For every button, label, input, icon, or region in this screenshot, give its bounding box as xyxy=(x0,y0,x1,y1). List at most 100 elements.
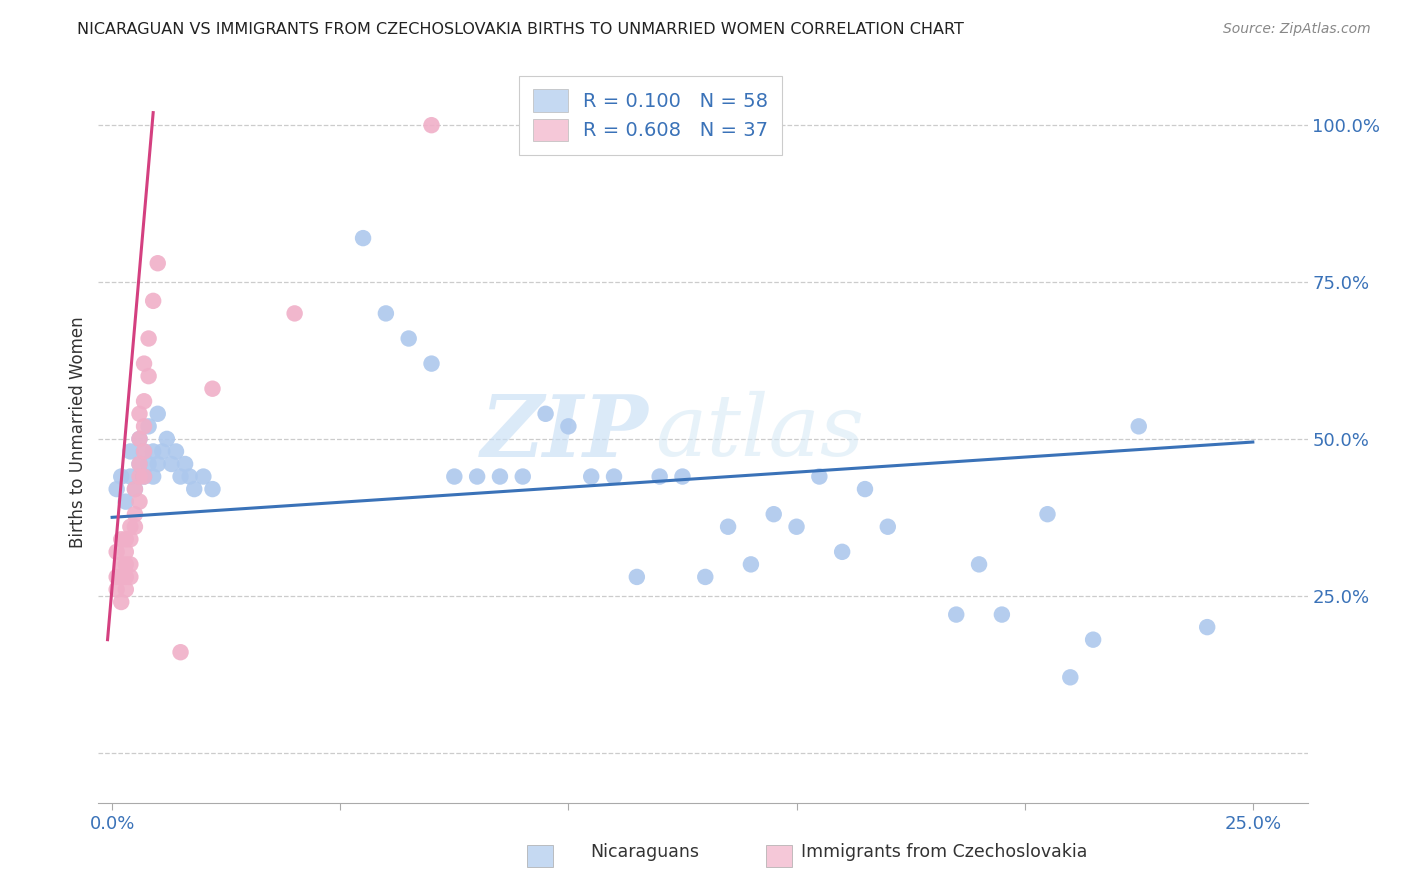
Point xyxy=(557,419,579,434)
Point xyxy=(114,558,136,572)
Point xyxy=(165,444,187,458)
Point xyxy=(120,558,142,572)
Point xyxy=(374,306,396,320)
Point xyxy=(160,457,183,471)
Point xyxy=(132,469,155,483)
Point xyxy=(671,469,693,483)
Point xyxy=(169,645,191,659)
Point xyxy=(831,545,853,559)
Text: NICARAGUAN VS IMMIGRANTS FROM CZECHOSLOVAKIA BIRTHS TO UNMARRIED WOMEN CORRELATI: NICARAGUAN VS IMMIGRANTS FROM CZECHOSLOV… xyxy=(77,22,965,37)
Point xyxy=(124,507,146,521)
Point xyxy=(120,533,142,547)
Point xyxy=(1197,620,1219,634)
Point xyxy=(120,469,142,483)
Point xyxy=(876,520,898,534)
Point xyxy=(579,469,602,483)
Point xyxy=(124,482,146,496)
Point xyxy=(110,595,132,609)
Point xyxy=(146,256,169,270)
Point xyxy=(420,357,443,371)
Point xyxy=(120,520,142,534)
Point xyxy=(132,444,155,458)
Point xyxy=(124,520,146,534)
Point xyxy=(132,357,155,371)
Point xyxy=(179,469,201,483)
Point xyxy=(174,457,197,471)
Point xyxy=(201,482,224,496)
Point xyxy=(967,558,990,572)
Point xyxy=(201,382,224,396)
Point xyxy=(128,407,150,421)
Point xyxy=(128,469,150,483)
Point xyxy=(717,520,740,534)
Point xyxy=(105,570,128,584)
Point xyxy=(420,118,443,132)
Y-axis label: Births to Unmarried Women: Births to Unmarried Women xyxy=(69,317,87,549)
Point xyxy=(124,482,146,496)
Point xyxy=(626,570,648,584)
Point xyxy=(648,469,671,483)
Point xyxy=(110,469,132,483)
Point xyxy=(695,570,717,584)
Point xyxy=(138,457,160,471)
Text: ZIP: ZIP xyxy=(481,391,648,475)
Point xyxy=(740,558,762,572)
Point xyxy=(110,533,132,547)
Point xyxy=(1128,419,1150,434)
Point xyxy=(352,231,374,245)
Point xyxy=(193,469,215,483)
Point xyxy=(114,545,136,559)
Point xyxy=(465,469,488,483)
Point xyxy=(110,570,132,584)
Point xyxy=(120,444,142,458)
Point xyxy=(183,482,205,496)
Point xyxy=(132,419,155,434)
Point xyxy=(945,607,967,622)
Point xyxy=(128,432,150,446)
Point xyxy=(762,507,785,521)
Point xyxy=(114,494,136,508)
Point xyxy=(489,469,512,483)
Point xyxy=(146,457,169,471)
Point xyxy=(991,607,1014,622)
Point xyxy=(142,293,165,308)
Point xyxy=(808,469,831,483)
Point xyxy=(142,444,165,458)
Text: Nicaraguans: Nicaraguans xyxy=(591,843,700,861)
Point xyxy=(128,457,150,471)
Legend: R = 0.100   N = 58, R = 0.608   N = 37: R = 0.100 N = 58, R = 0.608 N = 37 xyxy=(519,76,782,155)
Point xyxy=(156,432,179,446)
Point xyxy=(284,306,307,320)
Point xyxy=(443,469,465,483)
Point xyxy=(132,444,155,458)
Point xyxy=(398,331,420,345)
Point xyxy=(105,582,128,597)
Point xyxy=(128,457,150,471)
Point xyxy=(138,331,160,345)
Point xyxy=(534,407,557,421)
Point xyxy=(512,469,534,483)
Point xyxy=(1081,632,1104,647)
Point xyxy=(128,432,150,446)
Point xyxy=(1036,507,1059,521)
Point xyxy=(138,419,160,434)
Point xyxy=(132,394,155,409)
Point xyxy=(132,469,155,483)
Point xyxy=(1059,670,1081,684)
Point xyxy=(603,469,626,483)
Point xyxy=(146,407,169,421)
Point xyxy=(150,444,173,458)
Point xyxy=(853,482,876,496)
Point xyxy=(105,545,128,559)
Text: Immigrants from Czechoslovakia: Immigrants from Czechoslovakia xyxy=(801,843,1088,861)
Point xyxy=(114,582,136,597)
Point xyxy=(142,469,165,483)
Point xyxy=(114,570,136,584)
Point xyxy=(120,570,142,584)
Point xyxy=(169,469,191,483)
Text: atlas: atlas xyxy=(655,392,863,474)
Point xyxy=(110,558,132,572)
Text: Source: ZipAtlas.com: Source: ZipAtlas.com xyxy=(1223,22,1371,37)
Point xyxy=(105,482,128,496)
Point xyxy=(114,533,136,547)
